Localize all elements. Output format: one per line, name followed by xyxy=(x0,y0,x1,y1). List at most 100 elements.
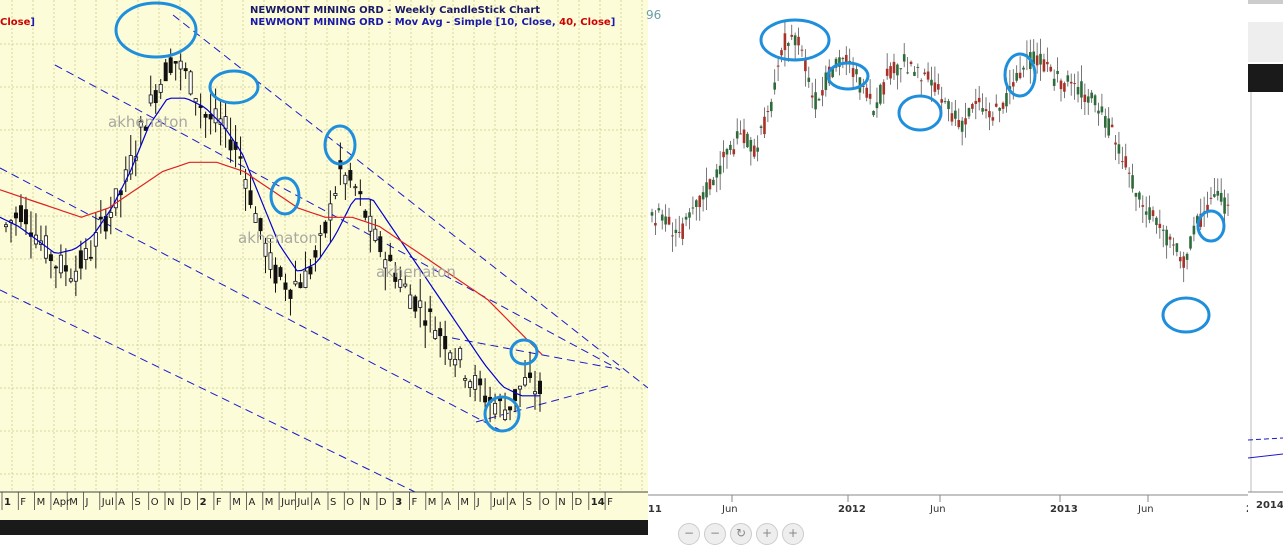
zoom-in-button[interactable]: + xyxy=(756,523,778,545)
candle xyxy=(1144,196,1148,228)
candle xyxy=(303,251,308,289)
candle xyxy=(735,118,739,145)
candle xyxy=(875,87,879,118)
candle xyxy=(1069,73,1073,96)
candle xyxy=(243,168,248,211)
left-close-label: Close] xyxy=(0,17,35,28)
candle xyxy=(23,196,28,235)
x-tick-label: A xyxy=(509,497,516,508)
zoom-in-more-button[interactable]: + xyxy=(782,523,804,545)
candle xyxy=(1083,83,1087,116)
x-tick-label: Jun xyxy=(1137,504,1154,515)
candle xyxy=(691,196,695,215)
x-tick-label: S xyxy=(330,497,336,508)
x-tick-label: O xyxy=(542,497,550,508)
candle xyxy=(916,63,920,79)
x-tick-label: Jul xyxy=(296,497,309,508)
x-tick-label: Jul xyxy=(492,497,505,508)
candle xyxy=(178,53,183,91)
candle xyxy=(348,162,353,188)
candle xyxy=(671,222,674,252)
x-axis-band xyxy=(0,492,648,520)
refresh-icon[interactable]: ↻ xyxy=(730,523,752,545)
x-tick-label: A xyxy=(444,497,451,508)
candle xyxy=(695,199,698,221)
candle xyxy=(328,190,333,243)
x-tick-label: J xyxy=(476,497,480,508)
candle xyxy=(712,176,715,186)
candle xyxy=(725,147,729,169)
watermark: akhenaton xyxy=(238,229,318,247)
candle xyxy=(657,203,661,213)
candle xyxy=(994,94,998,108)
highlight-circle xyxy=(269,176,301,216)
candle xyxy=(1114,134,1117,161)
x-tick-label: 2013 xyxy=(1050,504,1078,515)
candle xyxy=(508,406,513,421)
x-tick-label: 2 xyxy=(200,497,207,508)
candle xyxy=(188,69,193,96)
candle xyxy=(1182,251,1185,283)
x-tick-label: D xyxy=(183,497,191,508)
candle xyxy=(88,240,93,262)
candle xyxy=(722,140,725,173)
candle xyxy=(1097,102,1100,126)
candle xyxy=(906,56,909,75)
candle xyxy=(749,136,753,166)
candle xyxy=(1110,117,1114,128)
candle xyxy=(458,346,463,368)
x-tick-label: Jun xyxy=(280,497,297,508)
candle xyxy=(654,210,657,235)
candle xyxy=(732,138,736,157)
candle xyxy=(954,99,957,126)
candle xyxy=(158,79,163,100)
candle xyxy=(698,194,702,221)
candle xyxy=(268,239,273,279)
candle xyxy=(288,288,293,316)
zoom-out-button[interactable]: − xyxy=(678,523,700,545)
trend-channel-line xyxy=(475,385,609,423)
candle xyxy=(123,156,128,192)
candle xyxy=(1100,93,1104,116)
candle xyxy=(930,66,933,102)
candle xyxy=(998,107,1001,123)
candle xyxy=(868,79,872,105)
candle xyxy=(1035,42,1039,74)
candle xyxy=(681,217,684,246)
x-tick-label: F xyxy=(216,497,222,508)
x-tick-label: 3 xyxy=(395,497,402,508)
candle xyxy=(378,231,383,258)
candle xyxy=(984,97,988,119)
candle xyxy=(1127,167,1131,188)
candle xyxy=(879,83,882,106)
candle xyxy=(1046,47,1049,72)
candle xyxy=(1032,39,1036,65)
candle xyxy=(68,268,73,284)
candle xyxy=(650,208,654,223)
candle xyxy=(964,102,967,138)
candle xyxy=(388,242,393,262)
zoom-reset-button[interactable]: − xyxy=(704,523,726,545)
candle xyxy=(518,385,523,408)
candle xyxy=(831,68,834,79)
candle xyxy=(1206,191,1209,218)
candle xyxy=(885,53,889,80)
candle xyxy=(463,375,468,388)
candle xyxy=(667,207,671,226)
candle xyxy=(278,265,283,281)
zoom-controls[interactable]: − − ↻ + + xyxy=(678,522,808,545)
candle xyxy=(198,93,203,129)
candle xyxy=(1155,216,1158,234)
candle xyxy=(844,46,848,76)
candle xyxy=(38,225,43,251)
candle xyxy=(228,117,233,163)
candle xyxy=(363,209,368,221)
candle xyxy=(899,68,903,83)
candle xyxy=(153,84,158,114)
highlight-circle xyxy=(509,338,539,366)
candle xyxy=(1172,237,1175,256)
candle xyxy=(718,151,722,190)
candle xyxy=(408,284,413,309)
candle xyxy=(1199,198,1203,230)
candle xyxy=(1124,143,1128,170)
